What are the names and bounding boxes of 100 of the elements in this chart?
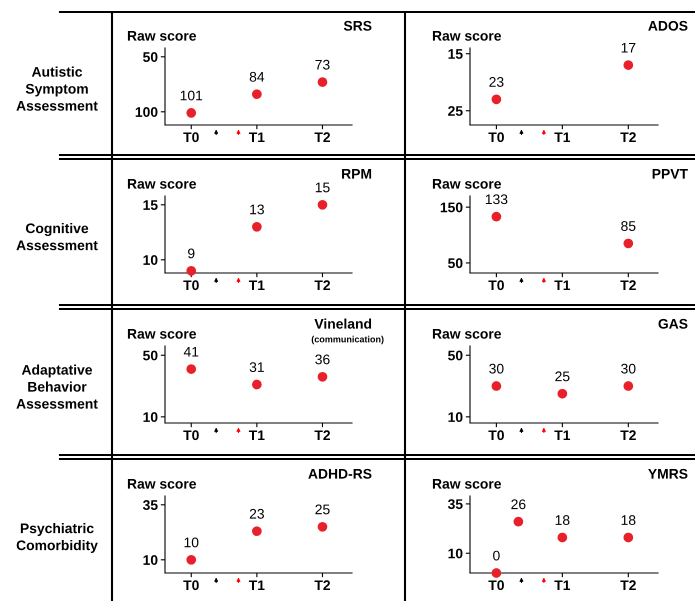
y-axis-title: Raw score — [432, 479, 502, 489]
x-tick-label: T2 — [620, 430, 636, 440]
x-tick-label: T1 — [554, 430, 570, 440]
x-tick-label: T1 — [554, 580, 570, 590]
x-tick-label: T2 — [314, 132, 330, 142]
y-axis-title: Raw score — [432, 329, 502, 339]
x-tick-label: T0 — [488, 132, 504, 142]
y-tick-label: 35 — [142, 500, 158, 510]
y-tick-label: 50 — [448, 258, 462, 268]
point — [186, 364, 196, 374]
y-axis-title: Raw score — [128, 479, 196, 489]
y-tick-label: 35 — [448, 499, 463, 510]
y-tick-label: 50 — [143, 52, 158, 62]
data-label: 133 — [486, 194, 508, 204]
y-tick-label: 10 — [143, 555, 158, 565]
data-label: 13 — [250, 204, 264, 214]
x-tick-label: T2 — [620, 580, 636, 590]
x-tick-label: T1 — [248, 132, 265, 142]
data-label: 101 — [180, 90, 202, 100]
chart-title: ADOS — [648, 20, 688, 31]
text: Cognitive Assessment — [16, 223, 98, 250]
data-label: 10 — [184, 537, 198, 548]
x-tick-label: T2 — [314, 430, 330, 440]
point — [186, 266, 196, 276]
data-label: 85 — [621, 221, 636, 231]
data-label: 17 — [622, 42, 636, 53]
text: Adaptative Behavior Assessment — [16, 364, 98, 409]
y-tick-label: 15 — [448, 49, 463, 59]
point — [252, 89, 262, 100]
y-tick-label: 10 — [448, 548, 462, 558]
chart-title: Vineland — [314, 318, 372, 329]
chart-title: YMRS — [648, 468, 688, 479]
x-tick-label: T2 — [620, 132, 636, 142]
x-tick-label: T0 — [488, 280, 504, 290]
data-label: 25 — [315, 504, 330, 514]
y-tick-label: 150 — [440, 202, 462, 212]
x-tick-label: T0 — [488, 430, 504, 440]
data-label: 25 — [555, 371, 570, 382]
chart-subtitle: (communication) — [312, 336, 384, 344]
point — [252, 222, 262, 232]
y-tick-label: 15 — [143, 200, 158, 210]
x-tick-label: T2 — [314, 280, 330, 290]
y-axis-title: Raw score — [128, 179, 196, 189]
y-tick-label: 50 — [448, 350, 462, 360]
point — [318, 372, 328, 382]
x-tick-label: T0 — [183, 132, 199, 142]
data-label: 9 — [188, 248, 194, 258]
data-label: 31 — [250, 362, 264, 372]
point — [186, 108, 196, 118]
x-tick-label: T0 — [183, 280, 199, 290]
point — [514, 516, 524, 527]
chart-title: GAS — [658, 318, 688, 329]
point — [186, 554, 196, 565]
chart-title: PPVT — [652, 169, 688, 179]
point — [623, 532, 634, 542]
data-label: 30 — [489, 364, 504, 374]
x-tick-label: T1 — [554, 280, 570, 290]
x-tick-label: T0 — [488, 580, 504, 590]
data-label: 23 — [250, 508, 264, 519]
x-tick-label: T1 — [554, 132, 570, 142]
x-tick-label: T2 — [620, 280, 636, 290]
x-tick-label: T0 — [183, 580, 199, 590]
data-label: 15 — [316, 182, 330, 192]
point — [318, 522, 328, 532]
data-label: 26 — [511, 499, 526, 510]
data-label: 30 — [621, 364, 636, 374]
chart-title: SRS — [344, 20, 372, 31]
y-tick-label: 10 — [143, 255, 158, 265]
data-label: 18 — [622, 515, 636, 525]
text: Psychiatric Comorbidity — [16, 523, 98, 553]
data-label: 0 — [493, 550, 500, 561]
point — [492, 568, 502, 578]
x-tick-label: T0 — [183, 430, 199, 440]
y-tick-label: 25 — [448, 106, 463, 116]
text: Autistic Symptom Assessment — [16, 66, 98, 111]
data-label: 73 — [315, 60, 330, 70]
y-tick-label: 10 — [143, 412, 158, 422]
data-label: 84 — [250, 72, 264, 82]
y-axis-title: Raw score — [432, 31, 502, 41]
point — [557, 532, 568, 542]
y-axis-title: Raw score — [432, 179, 502, 189]
y-axis-title: Raw score — [128, 329, 196, 339]
x-tick-label: T1 — [248, 580, 265, 590]
point — [318, 77, 328, 87]
y-axis-title: Raw score — [128, 31, 196, 41]
data-label: 36 — [315, 354, 330, 364]
data-label: 18 — [556, 515, 570, 525]
x-tick-label: T2 — [314, 580, 330, 590]
point — [318, 200, 328, 210]
y-tick-label: 100 — [136, 107, 158, 117]
y-tick-label: 10 — [448, 412, 462, 422]
y-tick-label: 50 — [143, 350, 158, 360]
point — [252, 526, 262, 536]
x-tick-label: T1 — [248, 280, 265, 290]
x-tick-label: T1 — [248, 430, 265, 440]
chart-title: RPM — [342, 169, 372, 179]
data-label: 23 — [489, 77, 504, 87]
data-label: 41 — [184, 346, 198, 356]
chart-title: ADHD-RS — [308, 468, 372, 479]
point — [252, 380, 262, 390]
